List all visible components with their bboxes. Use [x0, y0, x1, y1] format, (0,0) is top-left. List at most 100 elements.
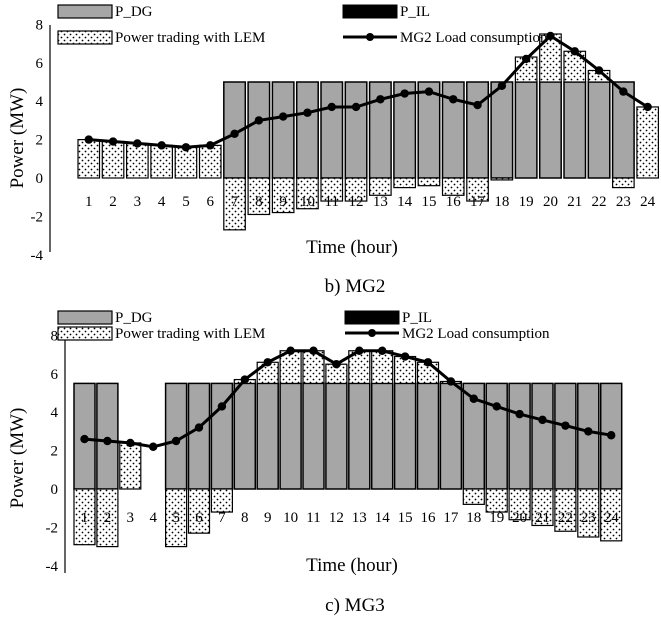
legend-label-p-il: P_IL — [402, 310, 432, 326]
x-tick-label: 9 — [279, 194, 287, 210]
load-point — [254, 116, 264, 125]
load-point — [126, 438, 135, 448]
bar-lem-trading — [223, 177, 246, 231]
bar-lem-trading — [441, 177, 465, 196]
bar-lem-trading — [600, 488, 623, 542]
bar-p-dg — [320, 81, 344, 179]
bar-p-dg — [508, 382, 531, 490]
legend-swatch-lem — [57, 326, 113, 341]
x-tick-label: 5 — [172, 510, 180, 526]
y-tick-label: 2 — [36, 133, 44, 149]
legend-label-p-il: P_IL — [400, 4, 430, 20]
bar-lem-trading — [198, 144, 222, 179]
legend-label-load: MG2 Load consumption — [400, 30, 548, 46]
load-point — [376, 95, 385, 104]
load-point — [400, 352, 410, 361]
bar-lem-trading — [210, 488, 233, 513]
load-point — [84, 135, 93, 144]
bar-lem-trading — [611, 177, 635, 189]
bar-p-dg — [279, 382, 302, 490]
legend-swatch-lem — [57, 30, 113, 45]
x-tick-label: 17 — [470, 194, 486, 210]
x-tick-label: 18 — [494, 194, 509, 210]
y-axis-title: Power (MW) — [7, 408, 28, 509]
load-point — [355, 346, 364, 355]
bar-p-dg — [577, 382, 600, 490]
bar-lem-trading — [417, 177, 441, 187]
x-tick-label: 9 — [264, 510, 272, 526]
x-tick-label: 7 — [218, 510, 226, 526]
load-point — [424, 87, 434, 96]
load-point — [206, 141, 215, 150]
bar-lem-trading — [531, 488, 554, 527]
bar-p-dg — [187, 382, 211, 490]
load-point — [521, 54, 531, 64]
x-tick-label: 10 — [300, 194, 315, 210]
bar-lem-trading — [508, 488, 531, 521]
load-point — [133, 139, 142, 148]
x-tick-label: 8 — [241, 510, 249, 526]
bar-lem-trading — [174, 146, 198, 179]
bar-lem-trading — [150, 144, 173, 179]
load-point — [546, 31, 555, 41]
x-tick-label: 23 — [616, 194, 631, 210]
bar-p-dg — [247, 81, 271, 179]
x-tick-label: 12 — [329, 510, 344, 526]
y-tick-label: -2 — [31, 209, 44, 225]
load-point — [230, 129, 239, 139]
y-tick-label: -2 — [46, 520, 59, 536]
load-point — [286, 346, 295, 355]
bar-p-dg — [514, 81, 538, 179]
bar-lem-trading — [554, 488, 577, 532]
x-tick-label: 20 — [512, 510, 527, 526]
bar-lem-trading — [96, 488, 119, 548]
bar-p-dg — [416, 382, 440, 490]
y-tick-label: 0 — [51, 482, 59, 498]
bar-lem-trading — [320, 177, 344, 202]
x-tick-label: 10 — [283, 510, 298, 526]
x-tick-label: 20 — [543, 194, 558, 210]
x-tick-label: 24 — [604, 510, 620, 526]
bar-p-dg — [370, 382, 394, 490]
x-tick-label: 19 — [519, 194, 534, 210]
bar-p-dg — [485, 382, 508, 490]
y-tick-label: 6 — [36, 56, 44, 72]
load-point — [446, 377, 456, 386]
load-point — [171, 436, 181, 446]
bar-lem-trading — [393, 177, 416, 189]
load-point — [194, 423, 204, 432]
bar-lem-trading — [187, 488, 211, 534]
legend-swatch-p-il — [342, 4, 398, 19]
load-point — [157, 141, 166, 150]
bar-lem-trading — [485, 488, 508, 513]
x-tick-label: 1 — [85, 194, 93, 210]
x-tick-label: 11 — [325, 194, 339, 210]
bar-p-dg — [490, 81, 514, 179]
y-tick-label: 8 — [51, 328, 59, 344]
load-point — [309, 346, 318, 355]
load-point — [561, 421, 570, 430]
bar-lem-trading — [247, 177, 271, 216]
load-point — [594, 66, 604, 75]
load-point — [327, 102, 336, 112]
x-tick-label: 19 — [489, 510, 504, 526]
bar-lem-trading — [369, 177, 392, 196]
bar-p-dg — [295, 81, 319, 179]
load-point — [607, 431, 616, 440]
bar-p-dg — [563, 81, 587, 179]
load-point — [492, 402, 501, 411]
load-point — [303, 108, 312, 117]
load-point — [149, 442, 158, 451]
bar-lem-trading — [165, 488, 188, 548]
x-tick-label: 16 — [421, 510, 437, 526]
load-point — [278, 112, 288, 121]
bar-lem-trading — [296, 177, 319, 210]
bar-p-dg — [256, 382, 279, 490]
x-tick-label: 18 — [466, 510, 481, 526]
chart-caption: b) MG2 — [325, 276, 386, 297]
load-point — [619, 87, 628, 96]
x-tick-label: 17 — [443, 510, 459, 526]
load-point — [351, 102, 361, 112]
legend-label-p-dg: P_DG — [115, 4, 153, 20]
